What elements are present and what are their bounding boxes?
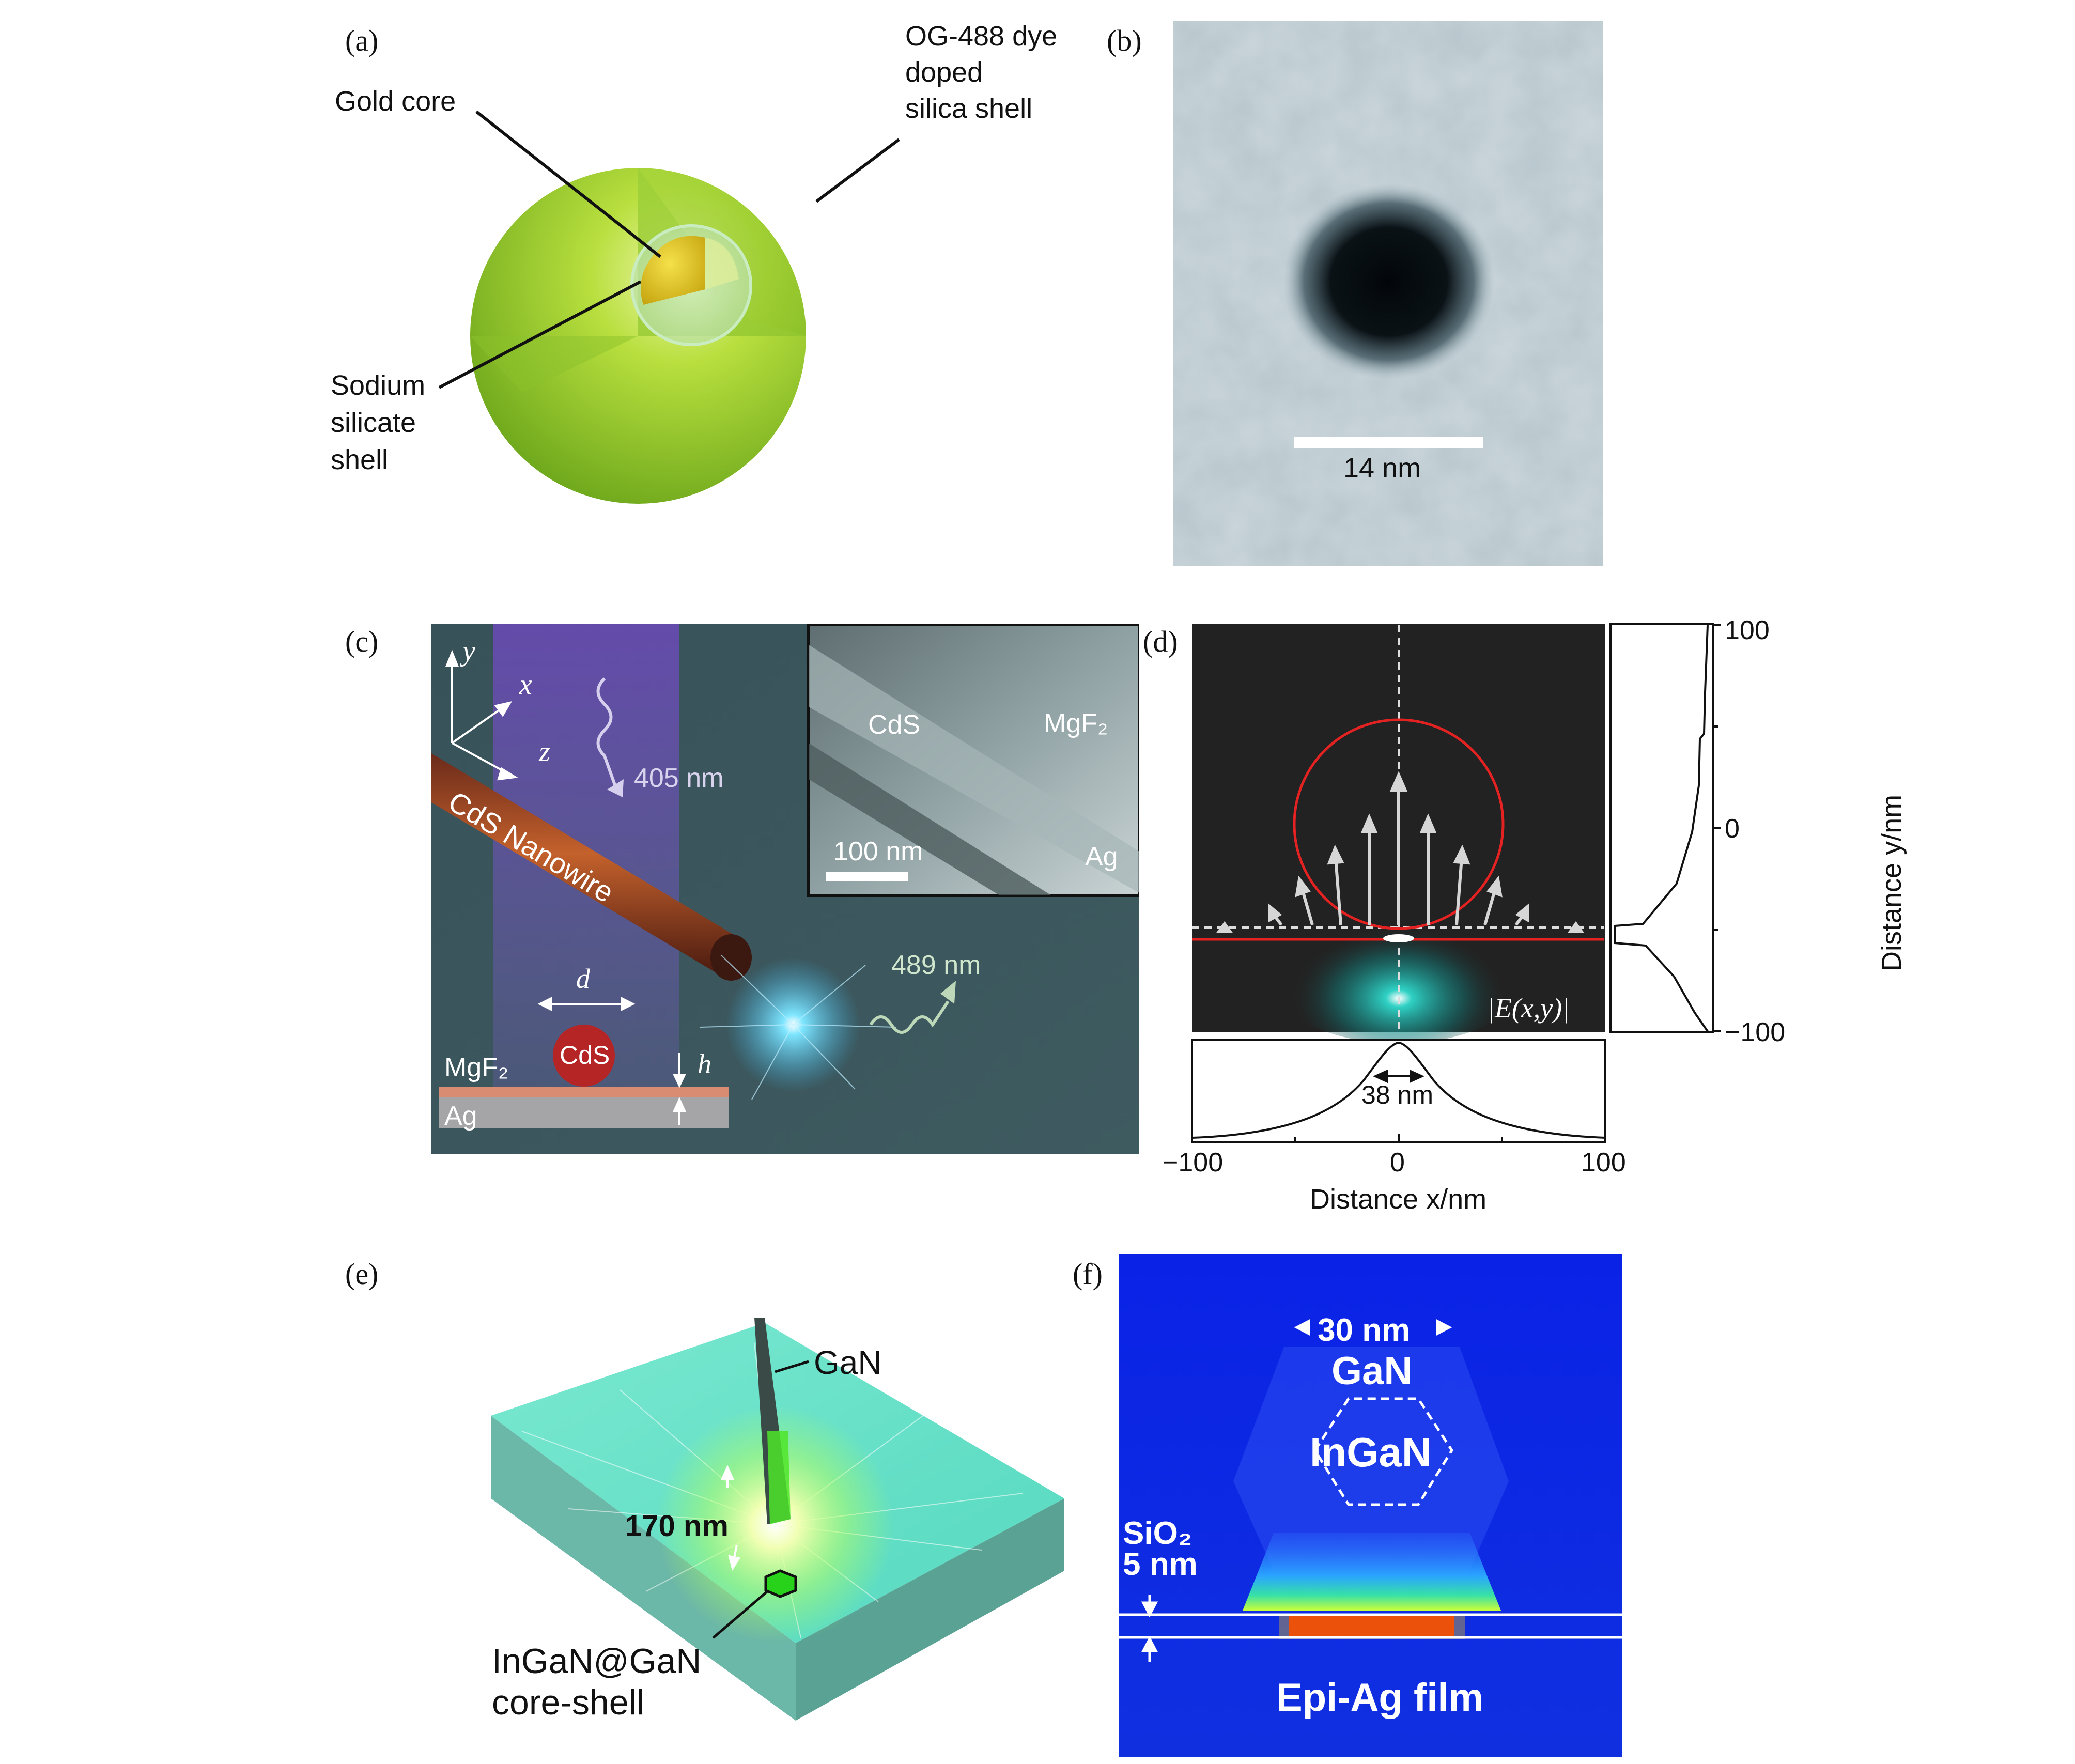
cds-nanowire <box>431 753 741 976</box>
panel-d: |E(x,y)| 38 nm −100 0 100 Distance x/nm … <box>1137 615 2067 1235</box>
panel-f: 30 nm GaN InGaN SiO₂ 5 nm Epi-Ag film <box>1119 1254 1622 1757</box>
emitted-wave <box>869 1000 950 1034</box>
sodium-pointer <box>438 280 642 389</box>
film-label: Epi-Ag film <box>1276 1676 1484 1720</box>
thickness-arrows <box>1141 1595 1158 1662</box>
gold-core-label: Gold core <box>335 86 456 117</box>
x-tick-2: 100 <box>1581 1148 1626 1178</box>
gan-label-e: GaN <box>814 1344 882 1381</box>
axis-z-label: z <box>539 736 550 768</box>
og-pointer <box>815 138 900 203</box>
tem-micrograph <box>1173 21 1603 566</box>
mgf2-layer <box>439 1087 729 1097</box>
field-label: |E(x,y)| <box>1487 993 1570 1024</box>
y-tick-0: 100 <box>1725 615 1770 645</box>
x-profile-frame <box>1191 1039 1606 1143</box>
panel-c-label: (c) <box>345 625 379 658</box>
wave-out-label: 489 nm <box>891 950 981 980</box>
y-profile-curve <box>1614 625 1709 1032</box>
inset-scale-label: 100 nm <box>833 837 923 866</box>
og-dye-label: OG-488 dye doped silica shell <box>905 21 1058 124</box>
panel-a: Gold core OG-488 dye doped silica shell … <box>0 0 1111 574</box>
x-tick-1: 0 <box>1390 1148 1405 1178</box>
nanowire-outline-circle <box>1293 718 1505 930</box>
field-enhancement-cone <box>1243 1533 1501 1611</box>
sodium-silicate-label: Sodium silicate shell <box>331 370 426 475</box>
wave-in-label: 405 nm <box>634 763 724 793</box>
thickness-label: 5 nm <box>1123 1546 1198 1582</box>
fwhm-label: 38 nm <box>1361 1080 1433 1109</box>
axis-x-label: x <box>519 669 532 701</box>
nanoparticle-dark-spot <box>1283 183 1495 380</box>
scale-bar <box>1294 437 1483 448</box>
gold-core-pointer <box>475 110 661 258</box>
h-arrows <box>672 1053 687 1125</box>
d-label: d <box>576 963 590 994</box>
y-tick-2: −100 <box>1725 1017 1786 1047</box>
x-profile-curve <box>1191 1041 1606 1139</box>
ag-layer <box>439 1097 729 1128</box>
y-axis-label: Distance y/nm <box>1876 794 1907 971</box>
nanolaser-schematic <box>431 624 1139 1154</box>
scale-bar-label: 14 nm <box>1343 453 1421 484</box>
axis-y-label: y <box>462 635 475 667</box>
ingan-nanorod-illustration <box>491 1318 1064 1721</box>
width-label: 30 nm <box>1318 1312 1411 1348</box>
core-shell-label: InGaN@GaN core-shell <box>492 1642 702 1722</box>
inset-mgf2-label: MgF₂ <box>1044 708 1108 738</box>
panel-e-label: (e) <box>345 1257 379 1291</box>
y-profile-frame <box>1609 623 1714 1033</box>
panel-b: 14 nm <box>1173 21 1603 566</box>
emission-glow-e <box>656 1405 894 1643</box>
cds-particle-label: CdS <box>560 1041 610 1070</box>
inset-ag-label: Ag <box>1085 842 1118 872</box>
panel-e: GaN 170 nm InGaN@GaN core-shell <box>465 1302 1095 1741</box>
d-arrow <box>537 996 636 1012</box>
field-arrows <box>1216 771 1584 933</box>
gan-pointer <box>775 1360 809 1373</box>
sio2-label: SiO₂ <box>1123 1515 1193 1551</box>
core-shell-pointer <box>712 1590 768 1639</box>
panel-a-label: (a) <box>345 24 379 57</box>
fwhm-arrow <box>1373 1069 1424 1084</box>
ingan-hexagon <box>764 1569 797 1598</box>
core-shell-sphere-illustration <box>438 110 900 504</box>
hotspot <box>1289 1616 1454 1637</box>
ingan-label: InGaN <box>1310 1429 1432 1475</box>
field-distribution-plot <box>1191 623 1721 1143</box>
h-label: h <box>698 1048 711 1079</box>
coordinate-axes <box>445 649 518 781</box>
y-tick-1: 0 <box>1725 814 1740 844</box>
gan-label-f: GaN <box>1331 1349 1413 1393</box>
mgf2-label: MgF₂ <box>444 1053 509 1082</box>
width-arrow <box>1294 1319 1452 1336</box>
x-axis-label: Distance x/nm <box>1310 1184 1487 1215</box>
inset-cds-label: CdS <box>868 710 921 740</box>
distance-arrows <box>720 1465 741 1571</box>
x-tick-0: −100 <box>1163 1148 1224 1178</box>
ag-label: Ag <box>444 1101 477 1131</box>
slab-left-face <box>491 1416 796 1721</box>
panel-f-label: (f) <box>1073 1257 1103 1291</box>
panel-b-label: (b) <box>1107 24 1142 57</box>
incident-wave <box>596 677 619 793</box>
ingan-field-map <box>1119 1254 1622 1757</box>
panel-c: y x z 405 nm CdS Nanowire 489 nm CdS MgF… <box>431 624 1139 1154</box>
inset-scale-bar <box>826 872 908 881</box>
slab-right-face <box>796 1498 1064 1721</box>
distance-label: 170 nm <box>625 1509 729 1543</box>
ingan-dashed-hexagon <box>1313 1397 1453 1506</box>
cds-particle <box>553 1025 615 1087</box>
panel-d-label: (d) <box>1143 625 1178 658</box>
